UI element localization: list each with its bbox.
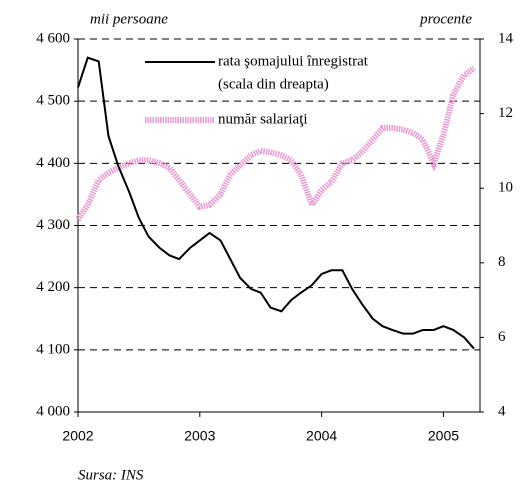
x-tick-label: 2004 <box>306 428 337 444</box>
y-tick-label: 4 000 <box>36 403 70 419</box>
y-tick-label: 4 400 <box>36 155 70 171</box>
x-tick-label: 2005 <box>428 428 459 444</box>
legend-note: (scala din dreapta) <box>218 76 329 92</box>
y-tick-label: 4 600 <box>36 30 70 46</box>
legend-label: rata şomajului înregistrat <box>218 53 369 69</box>
y-tick-label: 4 300 <box>36 217 70 233</box>
x-tick-label: 2002 <box>62 428 93 444</box>
legend-label: număr salariaţi <box>218 111 308 127</box>
y-tick-label: 4 200 <box>36 279 70 295</box>
y2-tick-label: 6 <box>498 329 506 345</box>
y2-tick-label: 12 <box>498 105 513 121</box>
y2-axis-label: procente <box>419 11 472 27</box>
y-tick-label: 4 100 <box>36 341 70 357</box>
line-series <box>75 65 476 221</box>
y2-tick-label: 8 <box>498 254 506 270</box>
line-series <box>77 56 475 350</box>
source: Sursa: INS <box>78 467 144 483</box>
y2-tick-label: 4 <box>498 403 506 419</box>
y-tick-label: 4 500 <box>36 93 70 109</box>
y-axis-label: mii persoane <box>90 11 168 27</box>
y2-tick-label: 14 <box>498 30 514 46</box>
x-tick-label: 2003 <box>184 428 215 444</box>
y2-tick-label: 10 <box>498 180 513 196</box>
